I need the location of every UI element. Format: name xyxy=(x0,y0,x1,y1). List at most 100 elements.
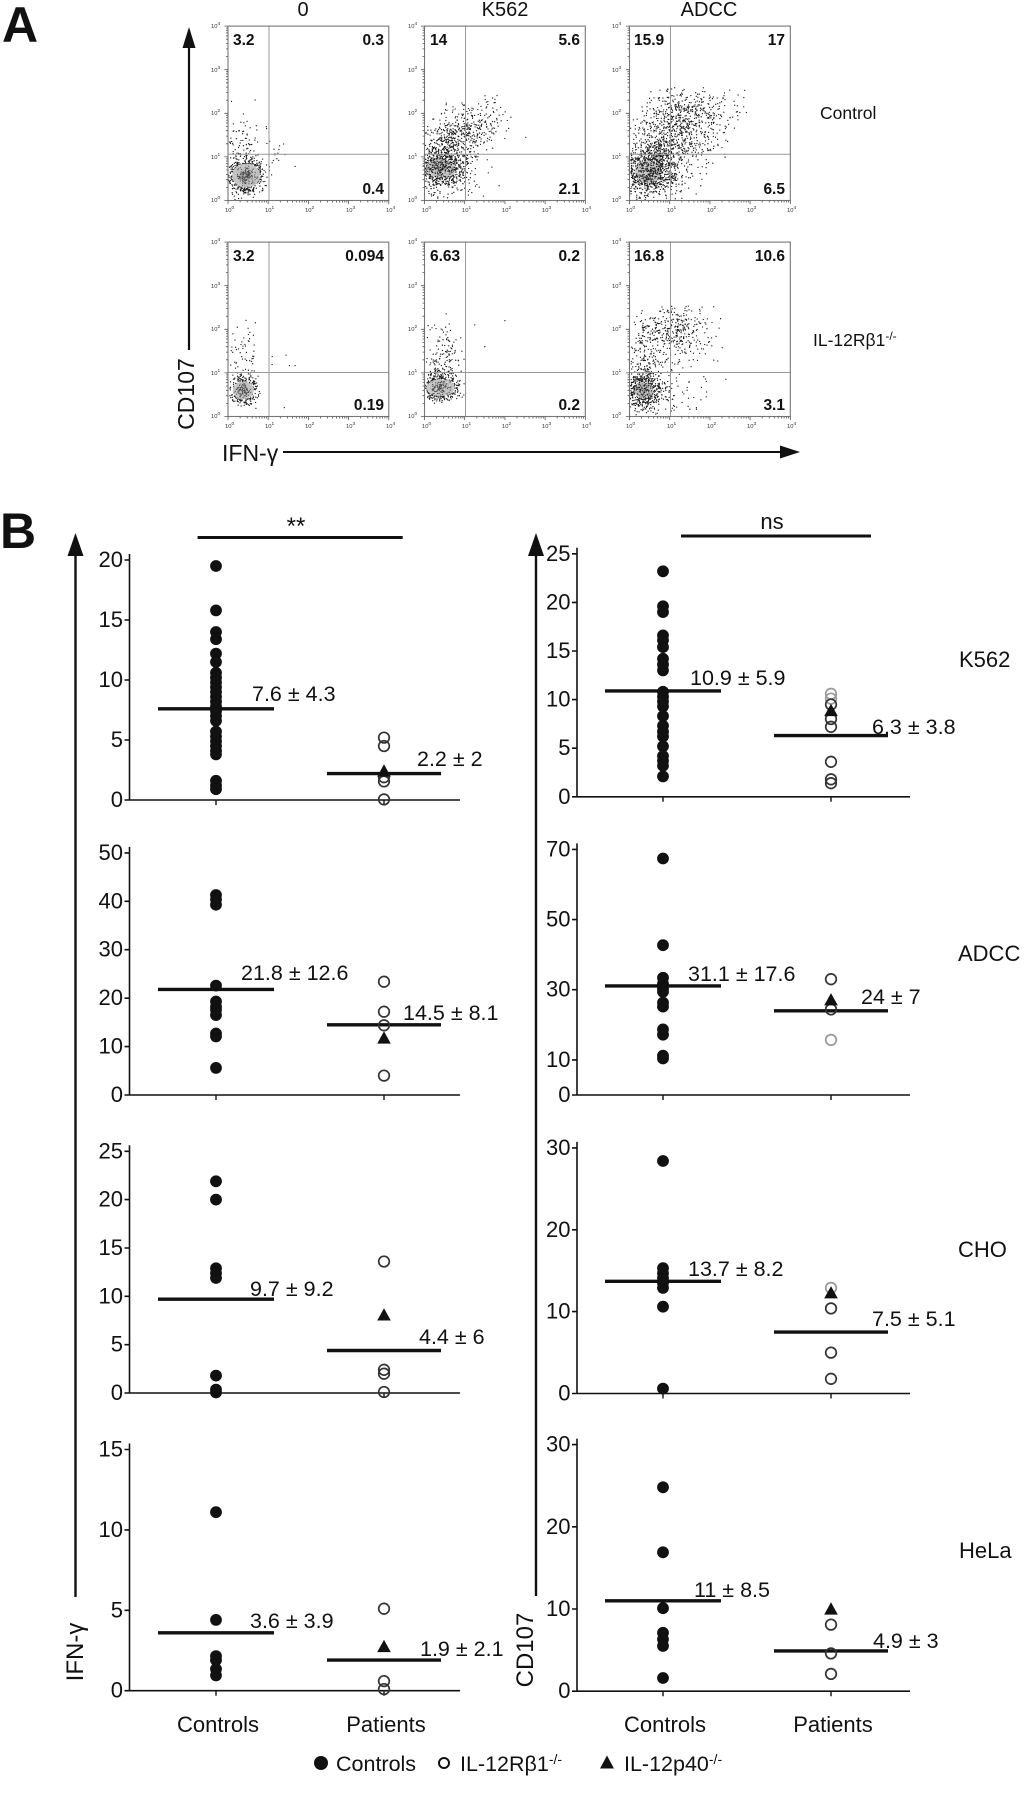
svg-text:20: 20 xyxy=(546,1217,570,1242)
svg-text:K562: K562 xyxy=(482,0,529,21)
svg-text:101: 101 xyxy=(265,421,274,430)
svg-text:B: B xyxy=(0,503,36,559)
svg-text:100: 100 xyxy=(408,195,417,204)
svg-text:102: 102 xyxy=(305,205,314,214)
svg-text:100: 100 xyxy=(422,421,431,430)
svg-text:0.094: 0.094 xyxy=(345,248,384,265)
svg-text:102: 102 xyxy=(211,324,220,333)
svg-text:4.9 ± 3: 4.9 ± 3 xyxy=(873,1629,939,1653)
svg-text:15.9: 15.9 xyxy=(634,32,665,49)
svg-text:101: 101 xyxy=(408,368,417,377)
svg-text:101: 101 xyxy=(408,152,417,161)
svg-text:104: 104 xyxy=(582,421,591,430)
svg-text:0.2: 0.2 xyxy=(558,397,580,414)
svg-text:9.7 ± 9.2: 9.7 ± 9.2 xyxy=(250,1277,334,1301)
svg-text:101: 101 xyxy=(462,421,471,430)
svg-text:20: 20 xyxy=(546,1514,570,1539)
svg-text:102: 102 xyxy=(408,108,417,117)
svg-text:10: 10 xyxy=(546,1596,570,1621)
svg-text:2.2 ± 2: 2.2 ± 2 xyxy=(417,747,483,771)
svg-text:102: 102 xyxy=(612,108,621,117)
svg-text:Controls: Controls xyxy=(624,1712,706,1737)
svg-text:IL-12p40-/-: IL-12p40-/- xyxy=(624,1751,722,1776)
svg-text:3.2: 3.2 xyxy=(233,32,255,49)
svg-text:0.2: 0.2 xyxy=(558,248,580,265)
svg-text:ADCC: ADCC xyxy=(681,0,738,21)
svg-text:10: 10 xyxy=(99,1517,123,1542)
svg-text:IL-12Rβ1-/-: IL-12Rβ1-/- xyxy=(460,1751,562,1776)
svg-text:Controls: Controls xyxy=(336,1752,416,1776)
svg-text:100: 100 xyxy=(422,205,431,214)
svg-text:Control: Control xyxy=(820,103,876,123)
svg-text:100: 100 xyxy=(626,205,635,214)
svg-text:102: 102 xyxy=(502,205,511,214)
svg-text:100: 100 xyxy=(225,205,234,214)
svg-text:0: 0 xyxy=(558,1678,570,1703)
svg-text:5.6: 5.6 xyxy=(558,32,580,49)
svg-text:Patients: Patients xyxy=(346,1712,426,1737)
svg-text:20: 20 xyxy=(99,1187,123,1212)
svg-text:CD107: CD107 xyxy=(512,1613,539,1688)
svg-text:30: 30 xyxy=(546,977,570,1002)
svg-text:102: 102 xyxy=(408,324,417,333)
svg-text:100: 100 xyxy=(225,421,234,430)
svg-text:102: 102 xyxy=(305,421,314,430)
svg-text:0: 0 xyxy=(111,1380,123,1405)
svg-text:25: 25 xyxy=(546,541,570,566)
svg-text:ns: ns xyxy=(760,509,783,534)
svg-text:0.19: 0.19 xyxy=(354,397,385,414)
svg-text:104: 104 xyxy=(612,237,621,246)
svg-text:Controls: Controls xyxy=(177,1712,259,1737)
svg-text:104: 104 xyxy=(582,205,591,214)
svg-text:100: 100 xyxy=(626,421,635,430)
svg-text:100: 100 xyxy=(612,195,621,204)
svg-text:3.1: 3.1 xyxy=(763,397,785,414)
svg-text:0: 0 xyxy=(558,1082,570,1107)
svg-text:16.8: 16.8 xyxy=(634,248,665,265)
svg-text:101: 101 xyxy=(462,205,471,214)
svg-text:2.1: 2.1 xyxy=(558,181,580,198)
svg-text:104: 104 xyxy=(408,21,417,30)
svg-text:1.9 ± 2.1: 1.9 ± 2.1 xyxy=(420,1637,504,1661)
svg-text:3.2: 3.2 xyxy=(233,248,255,265)
svg-text:103: 103 xyxy=(612,65,621,74)
svg-text:CD107: CD107 xyxy=(173,358,199,430)
svg-text:ADCC: ADCC xyxy=(958,941,1020,966)
svg-text:100: 100 xyxy=(408,411,417,420)
svg-text:5: 5 xyxy=(111,727,123,752)
svg-text:IFN-γ: IFN-γ xyxy=(62,1623,89,1682)
svg-text:101: 101 xyxy=(612,368,621,377)
svg-text:20: 20 xyxy=(99,547,123,572)
svg-text:25: 25 xyxy=(99,1138,123,1163)
svg-text:0: 0 xyxy=(558,784,570,809)
svg-text:**: ** xyxy=(287,513,306,540)
svg-text:0: 0 xyxy=(111,1678,123,1703)
svg-text:6.5: 6.5 xyxy=(763,181,785,198)
svg-text:103: 103 xyxy=(346,205,355,214)
svg-text:103: 103 xyxy=(408,65,417,74)
svg-text:30: 30 xyxy=(546,1432,570,1457)
svg-text:30: 30 xyxy=(546,1135,570,1160)
svg-text:0.3: 0.3 xyxy=(362,32,384,49)
svg-text:4.4 ± 6: 4.4 ± 6 xyxy=(419,1325,485,1349)
svg-text:15: 15 xyxy=(99,1235,123,1260)
svg-text:6.3 ± 3.8: 6.3 ± 3.8 xyxy=(872,715,956,739)
svg-text:101: 101 xyxy=(211,152,220,161)
svg-text:10: 10 xyxy=(99,667,123,692)
svg-text:102: 102 xyxy=(211,108,220,117)
svg-text:IL-12Rβ1-/-: IL-12Rβ1-/- xyxy=(813,329,897,350)
svg-text:3.6 ± 3.9: 3.6 ± 3.9 xyxy=(250,1609,334,1633)
svg-text:15: 15 xyxy=(546,638,570,663)
svg-text:101: 101 xyxy=(667,421,676,430)
svg-text:103: 103 xyxy=(747,205,756,214)
svg-text:5: 5 xyxy=(111,1597,123,1622)
svg-text:A: A xyxy=(2,0,38,53)
svg-text:31.1 ± 17.6: 31.1 ± 17.6 xyxy=(688,962,795,986)
svg-text:0: 0 xyxy=(297,0,308,21)
svg-text:15: 15 xyxy=(99,607,123,632)
svg-text:0: 0 xyxy=(111,787,123,812)
svg-text:10: 10 xyxy=(546,1047,570,1072)
svg-text:HeLa: HeLa xyxy=(959,1538,1012,1563)
svg-text:20: 20 xyxy=(546,589,570,614)
svg-text:104: 104 xyxy=(211,21,220,30)
